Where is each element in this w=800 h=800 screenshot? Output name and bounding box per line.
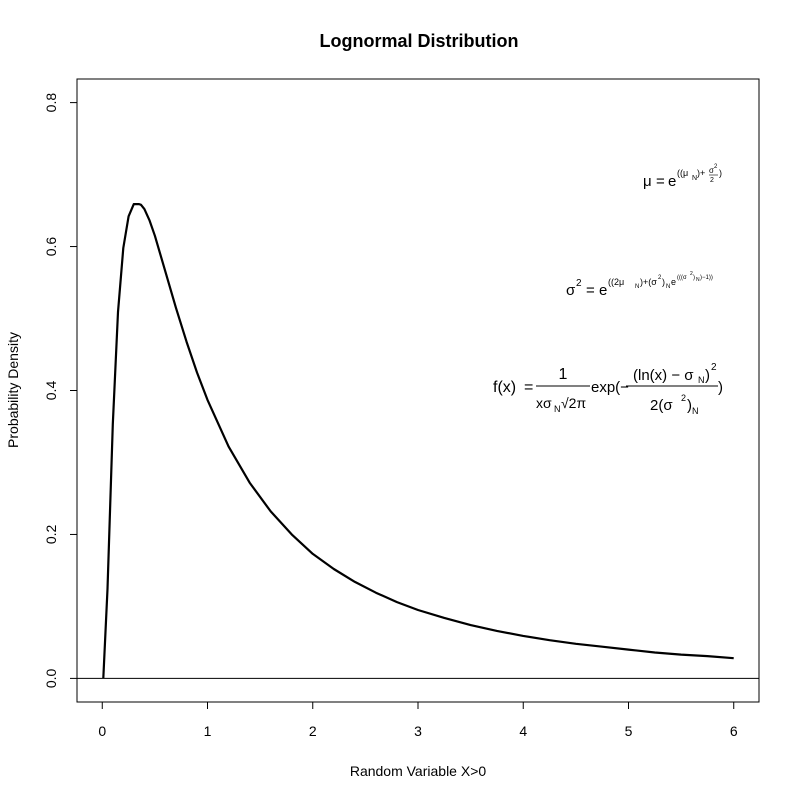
- pdf-formula-frac2-den-a: 2(σ: [650, 397, 673, 414]
- y-tick-label: 0.2: [43, 525, 59, 545]
- y-tick-label: 0.8: [43, 93, 59, 113]
- sigma-formula-exp-7: )−1)): [700, 275, 713, 281]
- pdf-formula-close: ): [718, 379, 723, 396]
- mu-formula-lhs: μ: [643, 173, 652, 190]
- pdf-formula-frac2-num-b: ): [705, 367, 710, 384]
- mu-formula-frac-num-sup: 2: [714, 164, 718, 170]
- pdf-formula-frac2-den-sub: N: [692, 406, 699, 416]
- pdf-formula-frac1-den-a: xσ: [536, 395, 552, 411]
- mu-formula-frac-num: σ: [709, 166, 714, 175]
- mu-formula-frac-den: 2: [710, 177, 714, 184]
- sigma-formula-exp-5: (((σ: [677, 275, 687, 281]
- x-tick-label: 3: [414, 723, 422, 739]
- x-tick-label: 2: [309, 723, 317, 739]
- pdf-formula-frac1-den-b: √2π: [561, 395, 586, 411]
- mu-formula-exp-end: ): [719, 168, 722, 178]
- pdf-formula-frac2-den-b: ): [687, 397, 692, 414]
- y-tick-label: 0.0: [43, 668, 59, 688]
- mu-formula-base: e: [668, 173, 676, 190]
- pdf-formula-frac2-num-a: (ln(x) − σ: [633, 367, 694, 384]
- pdf-formula-exp: exp(−: [591, 379, 629, 396]
- x-tick-label: 5: [625, 723, 633, 739]
- pdf-formula-frac2-num-sup: 2: [711, 362, 717, 373]
- sigma-formula-lhs-sup: 2: [576, 278, 582, 289]
- sigma-formula-exp-sup5: 2: [690, 271, 693, 277]
- mu-formula-exp: ((μ: [677, 168, 688, 178]
- mu-formula-eq: =: [656, 173, 665, 190]
- mu-formula-exp-mid: )+: [697, 168, 705, 178]
- x-tick-label: 4: [519, 723, 527, 739]
- sigma-formula-exp-2: )+(σ: [640, 277, 657, 287]
- sigma-formula-base: e: [599, 282, 607, 299]
- sigma-formula: σ 2 = e ((2μ N )+(σ 2 ) N e (((σ 2 ) N )…: [566, 271, 713, 299]
- pdf-formula-lhs: f(x): [493, 379, 516, 396]
- series-group: [102, 203, 734, 679]
- pdf-formula-frac1-num: 1: [559, 366, 568, 383]
- y-tick-label: 0.6: [43, 237, 59, 257]
- sigma-formula-exp-1: ((2μ: [608, 277, 624, 287]
- sigma-formula-lhs: σ: [566, 282, 576, 299]
- x-tick-label: 6: [730, 723, 738, 739]
- y-axis: 0.0 0.2 0.4 0.6 0.8: [43, 93, 78, 688]
- x-axis-label: Random Variable X>0: [350, 763, 487, 779]
- mu-formula-exp-sub: N: [692, 175, 697, 182]
- sigma-formula-exp-3: ): [662, 277, 665, 287]
- pdf-formula: f(x) = 1 xσ N √2π exp(− (ln(x) − σ N ) 2…: [493, 362, 723, 416]
- pdf-formula-frac1-den-sub: N: [554, 404, 561, 414]
- y-axis-label: Probability Density: [5, 332, 21, 448]
- x-axis: 0 1 2 3 4 5 6: [98, 701, 738, 739]
- sigma-formula-exp-6: ): [693, 275, 695, 281]
- chart-title: Lognormal Distribution: [320, 31, 519, 51]
- mu-formula: μ = e ((μ N )+ σ 2 2 ): [643, 164, 722, 190]
- y-tick-label: 0.4: [43, 381, 59, 401]
- sigma-formula-eq: =: [586, 282, 595, 299]
- sigma-formula-exp-sup2: 2: [658, 275, 662, 281]
- sigma-formula-exp-sub1: N: [635, 284, 639, 290]
- sigma-formula-exp-sub6: N: [696, 277, 700, 283]
- x-tick-label: 0: [98, 723, 106, 739]
- sigma-formula-exp-sub3: N: [666, 284, 670, 290]
- pdf-formula-frac2-num-sub: N: [698, 375, 705, 385]
- pdf-formula-frac2-den-sup: 2: [681, 393, 686, 403]
- x-tick-label: 1: [204, 723, 212, 739]
- sigma-formula-exp-4: e: [671, 277, 676, 287]
- pdf-formula-eq: =: [524, 379, 533, 396]
- series-line-0: [102, 203, 734, 679]
